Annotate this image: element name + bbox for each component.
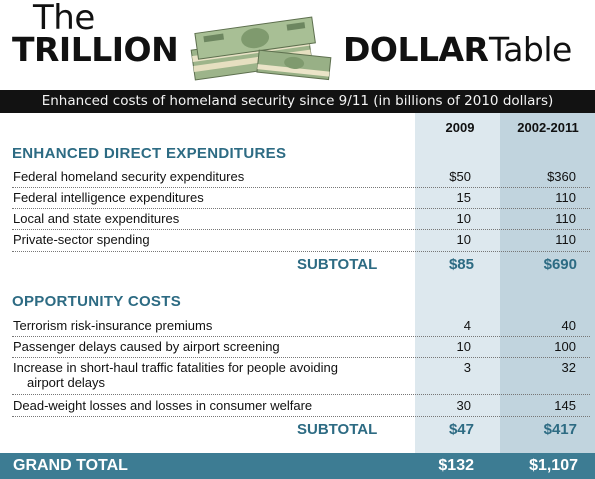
- column-header-2002-2011: 2002-2011: [517, 120, 579, 135]
- row-value-2002-2011: 110: [555, 190, 576, 205]
- row-value-2002-2011: 110: [555, 232, 576, 247]
- column-2002-2011-shading: [500, 113, 595, 453]
- grand-total-value-2002-2011: $1,107: [529, 457, 578, 474]
- subtotal-label: SUBTOTAL: [297, 421, 378, 438]
- row-value-2009: 10: [456, 339, 471, 354]
- column-2009-shading: [415, 113, 500, 453]
- subtotal-value-2002-2011: $417: [543, 421, 577, 438]
- row-divider: [12, 229, 590, 230]
- row-label: Terrorism risk-insurance premiums: [13, 318, 213, 333]
- row-divider: [12, 394, 590, 395]
- row-label: Local and state expenditures: [13, 211, 180, 226]
- title-dollar: DOLLAR: [343, 30, 489, 69]
- row-divider: [12, 416, 590, 417]
- row-value-2009: 4: [463, 318, 471, 333]
- row-value-2002-2011: 100: [554, 339, 576, 354]
- row-value-2009: 15: [456, 190, 471, 205]
- row-label: Dead-weight losses and losses in consume…: [13, 398, 313, 413]
- subtotal-label: SUBTOTAL: [297, 256, 378, 273]
- column-header-2009: 2009: [445, 120, 475, 135]
- row-label: Increase in short-haul traffic fatalitie…: [13, 360, 393, 390]
- row-value-2002-2011: 32: [561, 360, 576, 375]
- money-stack-image: [190, 16, 332, 81]
- row-label: Federal intelligence expenditures: [13, 190, 204, 205]
- row-value-2002-2011: $360: [547, 169, 576, 184]
- title-the: The: [33, 0, 95, 38]
- row-value-2009: 10: [456, 232, 471, 247]
- subtotal-value-2009: $85: [448, 256, 474, 273]
- grand-total-row: GRAND TOTAL $132 $1,107: [0, 453, 595, 479]
- row-label: Passenger delays caused by airport scree…: [13, 339, 280, 354]
- title-table: Table: [489, 30, 572, 69]
- grand-total-value-2009: $132: [438, 457, 474, 474]
- row-value-2002-2011: 40: [561, 318, 576, 333]
- row-label: Private-sector spending: [13, 232, 150, 247]
- section-title-direct: ENHANCED DIRECT EXPENDITURES: [12, 145, 287, 162]
- subtotal-value-2009: $47: [448, 421, 474, 438]
- subtotal-value-2002-2011: $690: [543, 256, 577, 273]
- row-value-2009: 30: [456, 398, 471, 413]
- subtitle-band: Enhanced costs of homeland security sinc…: [0, 90, 595, 113]
- row-divider: [12, 251, 590, 252]
- header: The TRILLION DOLLAR Table: [0, 0, 595, 88]
- row-label-line1: Increase in short-haul traffic fatalitie…: [13, 360, 338, 375]
- grand-total-label: GRAND TOTAL: [13, 457, 128, 474]
- row-value-2009: 10: [456, 211, 471, 226]
- section-title-opportunity: OPPORTUNITY COSTS: [12, 293, 182, 310]
- row-divider: [12, 336, 590, 337]
- row-divider: [12, 357, 590, 358]
- row-value-2009: 3: [463, 360, 471, 375]
- row-value-2002-2011: 110: [555, 211, 576, 226]
- row-value-2009: $50: [449, 169, 471, 184]
- row-label-line2: airport delays: [27, 375, 106, 390]
- row-divider: [12, 208, 590, 209]
- row-divider: [12, 187, 590, 188]
- title-trillion: TRILLION: [12, 30, 179, 69]
- row-value-2002-2011: 145: [554, 398, 576, 413]
- row-label: Federal homeland security expenditures: [13, 169, 245, 184]
